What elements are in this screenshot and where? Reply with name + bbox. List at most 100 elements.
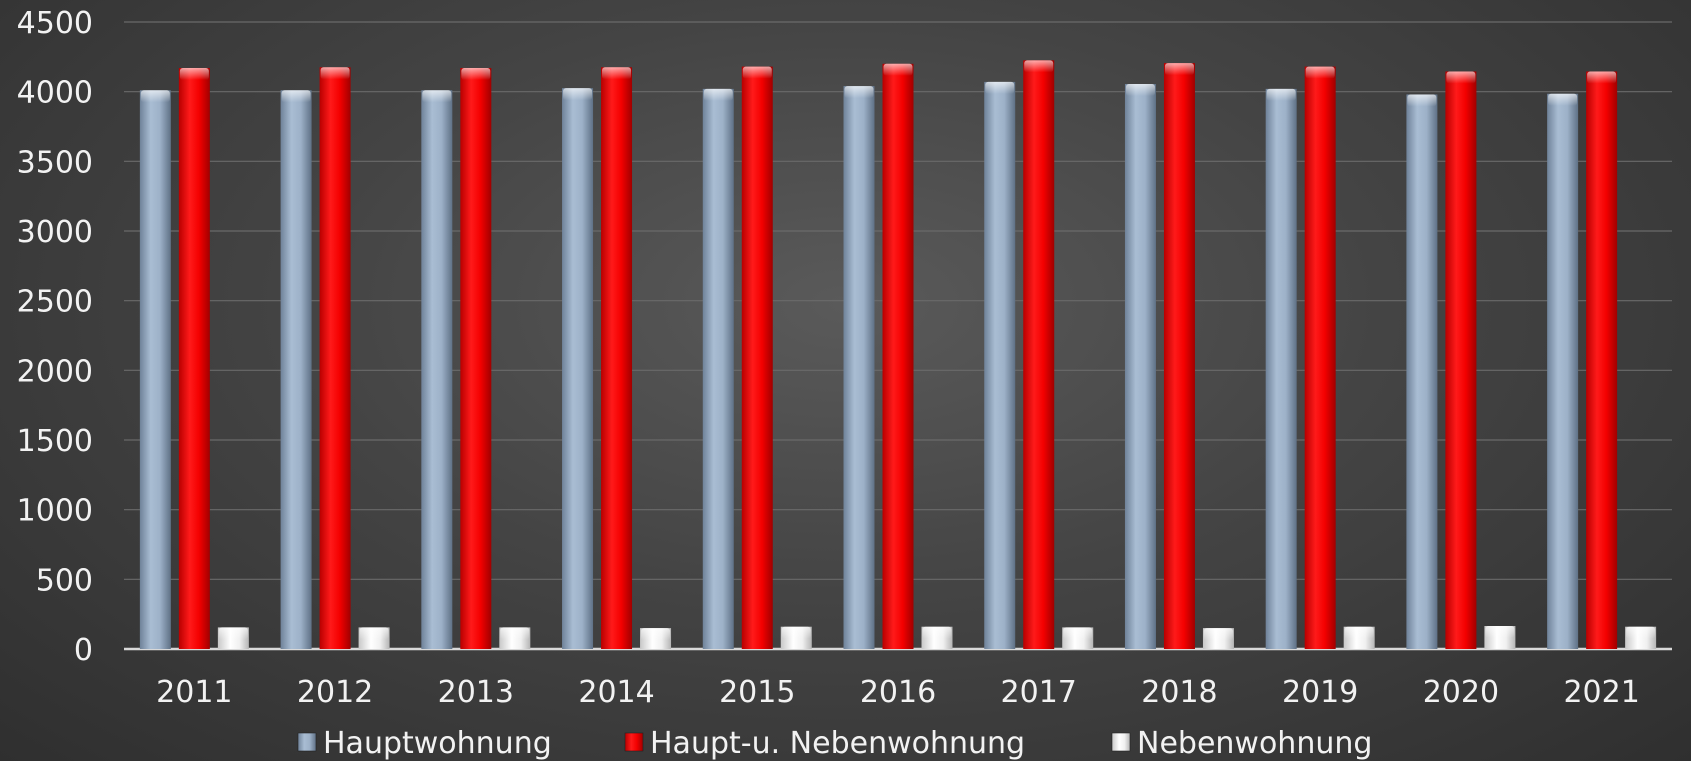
bar-nebenwohnung-bevel bbox=[359, 627, 389, 640]
bar-hauptwohnung-body bbox=[421, 90, 453, 650]
bar-haupt-u-nebenwohnung-bevel bbox=[883, 63, 913, 76]
bar-haupt-u-nebenwohnung-body bbox=[460, 67, 492, 650]
bar-nebenwohnung-bevel bbox=[781, 626, 811, 639]
bar-haupt-u-nebenwohnung-body bbox=[601, 67, 633, 650]
bar-haupt-u-nebenwohnung-bevel bbox=[320, 67, 350, 80]
bar-nebenwohnung bbox=[1625, 626, 1657, 649]
bar-haupt-u-nebenwohnung-body bbox=[1023, 60, 1055, 650]
bar-hauptwohnung-body bbox=[1124, 84, 1156, 649]
y-tick-label: 3000 bbox=[17, 215, 93, 250]
bar-nebenwohnung bbox=[1062, 627, 1094, 649]
y-tick-label: 1500 bbox=[17, 424, 93, 459]
x-tick-label: 2015 bbox=[719, 675, 795, 710]
bar-hauptwohnung bbox=[1547, 93, 1579, 650]
bar-haupt-u-nebenwohnung-body bbox=[882, 63, 914, 650]
bar-haupt-u-nebenwohnung bbox=[460, 67, 492, 650]
x-tick-label: 2013 bbox=[438, 675, 514, 710]
bar-haupt-u-nebenwohnung bbox=[882, 63, 914, 650]
bar-hauptwohnung-bevel bbox=[1548, 93, 1578, 106]
legend-label: Nebenwohnung bbox=[1137, 726, 1372, 761]
legend-swatch bbox=[624, 732, 644, 752]
legend-swatch bbox=[1111, 732, 1131, 752]
bar-haupt-u-nebenwohnung-bevel bbox=[1305, 66, 1335, 79]
y-tick-label: 500 bbox=[36, 563, 93, 598]
bar-hauptwohnung bbox=[139, 90, 171, 650]
bar-hauptwohnung bbox=[984, 81, 1016, 649]
bar-nebenwohnung-bevel bbox=[641, 628, 671, 641]
bar-hauptwohnung-body bbox=[1265, 88, 1297, 649]
bar-hauptwohnung bbox=[1406, 94, 1438, 650]
x-tick-label: 2016 bbox=[860, 675, 936, 710]
x-tick-label: 2012 bbox=[297, 675, 373, 710]
bar-hauptwohnung-body bbox=[702, 88, 734, 649]
y-tick-label: 2500 bbox=[17, 285, 93, 320]
bars bbox=[139, 60, 1657, 650]
bar-hauptwohnung-body bbox=[1406, 94, 1438, 650]
legend-item-haupt-u-nebenwohnung: Haupt-u. Nebenwohnung bbox=[624, 726, 1025, 761]
bar-nebenwohnung-bevel bbox=[922, 626, 952, 639]
bar-haupt-u-nebenwohnung-bevel bbox=[179, 67, 209, 80]
bar-hauptwohnung-bevel bbox=[1266, 88, 1296, 101]
bar-hauptwohnung bbox=[1124, 84, 1156, 649]
bar-hauptwohnung bbox=[843, 86, 875, 650]
bar-hauptwohnung-bevel bbox=[844, 86, 874, 99]
bar-nebenwohnung bbox=[1202, 628, 1234, 649]
bar-hauptwohnung-bevel bbox=[422, 90, 452, 103]
x-tick-label: 2018 bbox=[1141, 675, 1217, 710]
bar-nebenwohnung-bevel bbox=[1485, 626, 1515, 639]
bar-nebenwohnung bbox=[1343, 626, 1375, 649]
y-tick-label: 1000 bbox=[17, 494, 93, 529]
bar-haupt-u-nebenwohnung-body bbox=[1163, 63, 1195, 649]
bar-hauptwohnung-body bbox=[843, 86, 875, 650]
bar-haupt-u-nebenwohnung bbox=[1023, 60, 1055, 650]
bar-haupt-u-nebenwohnung-body bbox=[1586, 71, 1618, 650]
bar-haupt-u-nebenwohnung-bevel bbox=[602, 67, 632, 80]
bar-haupt-u-nebenwohnung-body bbox=[178, 67, 210, 650]
bar-nebenwohnung bbox=[358, 627, 390, 649]
bar-hauptwohnung-bevel bbox=[563, 88, 593, 101]
legend-item-hauptwohnung: Hauptwohnung bbox=[297, 726, 552, 761]
bar-nebenwohnung-bevel bbox=[218, 627, 248, 640]
y-tick-label: 4500 bbox=[17, 6, 93, 41]
bar-nebenwohnung-bevel bbox=[1063, 627, 1093, 640]
legend: Hauptwohnung Haupt-u. Nebenwohnung Nebenwo… bbox=[297, 726, 1372, 761]
legend-swatch bbox=[297, 732, 317, 752]
x-tick-label: 2017 bbox=[1001, 675, 1077, 710]
bar-hauptwohnung-bevel bbox=[140, 90, 170, 103]
bar-nebenwohnung bbox=[1484, 626, 1516, 649]
x-tick-label: 2014 bbox=[578, 675, 654, 710]
bar-haupt-u-nebenwohnung bbox=[741, 66, 773, 649]
x-tick-label: 2019 bbox=[1282, 675, 1358, 710]
bar-haupt-u-nebenwohnung-bevel bbox=[461, 67, 491, 80]
y-tick-label: 4000 bbox=[17, 76, 93, 111]
bar-haupt-u-nebenwohnung bbox=[1304, 66, 1336, 649]
bar-hauptwohnung-bevel bbox=[703, 88, 733, 101]
bar-haupt-u-nebenwohnung-bevel bbox=[1024, 60, 1054, 73]
bar-haupt-u-nebenwohnung-bevel bbox=[1587, 71, 1617, 84]
bar-haupt-u-nebenwohnung bbox=[1586, 71, 1618, 650]
legend-label: Haupt-u. Nebenwohnung bbox=[650, 726, 1025, 761]
bar-hauptwohnung bbox=[702, 88, 734, 649]
bar-hauptwohnung-body bbox=[139, 90, 171, 650]
bar-nebenwohnung-bevel bbox=[1203, 628, 1233, 641]
bar-nebenwohnung-bevel bbox=[1344, 626, 1374, 639]
bar-haupt-u-nebenwohnung-bevel bbox=[742, 66, 772, 79]
bar-nebenwohnung bbox=[499, 627, 531, 649]
bar-hauptwohnung bbox=[1265, 88, 1297, 649]
bar-haupt-u-nebenwohnung bbox=[601, 67, 633, 650]
x-tick-label: 2011 bbox=[156, 675, 232, 710]
y-tick-label: 0 bbox=[74, 633, 93, 668]
bar-haupt-u-nebenwohnung-bevel bbox=[1446, 71, 1476, 84]
bar-haupt-u-nebenwohnung bbox=[319, 67, 351, 650]
bar-haupt-u-nebenwohnung bbox=[1163, 63, 1195, 649]
bar-hauptwohnung-bevel bbox=[985, 81, 1015, 94]
bar-hauptwohnung bbox=[280, 90, 312, 650]
bar-nebenwohnung bbox=[217, 627, 249, 649]
bar-nebenwohnung-bevel bbox=[1626, 626, 1656, 639]
bar-hauptwohnung-body bbox=[1547, 93, 1579, 650]
x-tick-label: 2020 bbox=[1423, 675, 1499, 710]
bar-haupt-u-nebenwohnung bbox=[1445, 71, 1477, 650]
bar-haupt-u-nebenwohnung-body bbox=[1304, 66, 1336, 649]
